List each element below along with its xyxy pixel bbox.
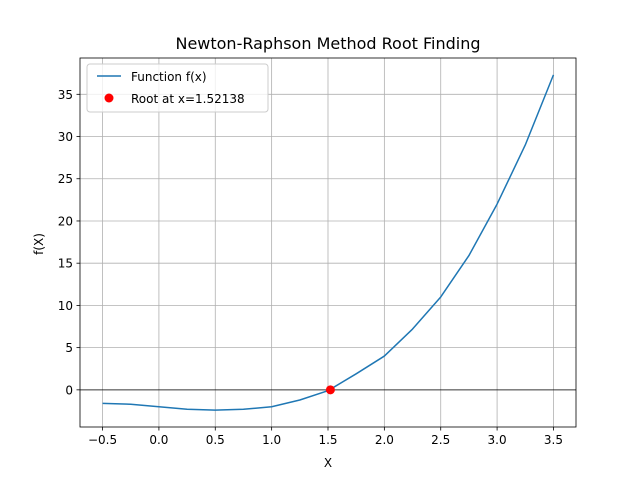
x-axis-ticks: −0.5 0.0 0.5 1.0 1.5 2.0 2.5 3.0 3.5 [88,427,563,447]
legend-box [86,63,269,113]
legend: Function f(x) Root at x=1.52138 [86,63,269,113]
grid [80,58,576,427]
x-tick-label: −0.5 [88,433,117,447]
x-tick-label: 0.5 [206,433,225,447]
y-tick-label: 0 [65,383,73,397]
x-tick-label: 2.5 [431,433,450,447]
legend-label-function: Function f(x) [131,70,207,84]
legend-marker-swatch [104,93,114,103]
x-tick-label: 1.5 [318,433,337,447]
x-tick-label: 2.0 [375,433,394,447]
y-tick-label: 35 [58,88,73,102]
x-tick-label: 3.0 [488,433,507,447]
y-axis-ticks: 0 5 10 15 20 25 30 35 [58,88,80,397]
y-tick-label: 5 [65,341,73,355]
x-axis-label: X [324,456,332,470]
x-tick-label: 1.0 [262,433,281,447]
chart-title: Newton-Raphson Method Root Finding [175,34,480,53]
legend-label-root: Root at x=1.52138 [131,92,245,106]
marker-layer [325,385,335,395]
root-marker [325,385,335,395]
y-tick-label: 25 [58,172,73,186]
y-tick-label: 30 [58,130,73,144]
x-tick-label: 3.5 [544,433,563,447]
y-tick-label: 20 [58,214,73,228]
x-tick-label: 0.0 [149,433,168,447]
y-tick-label: 10 [58,299,73,313]
y-tick-label: 15 [58,257,73,271]
y-axis-label: f(X) [32,233,46,255]
